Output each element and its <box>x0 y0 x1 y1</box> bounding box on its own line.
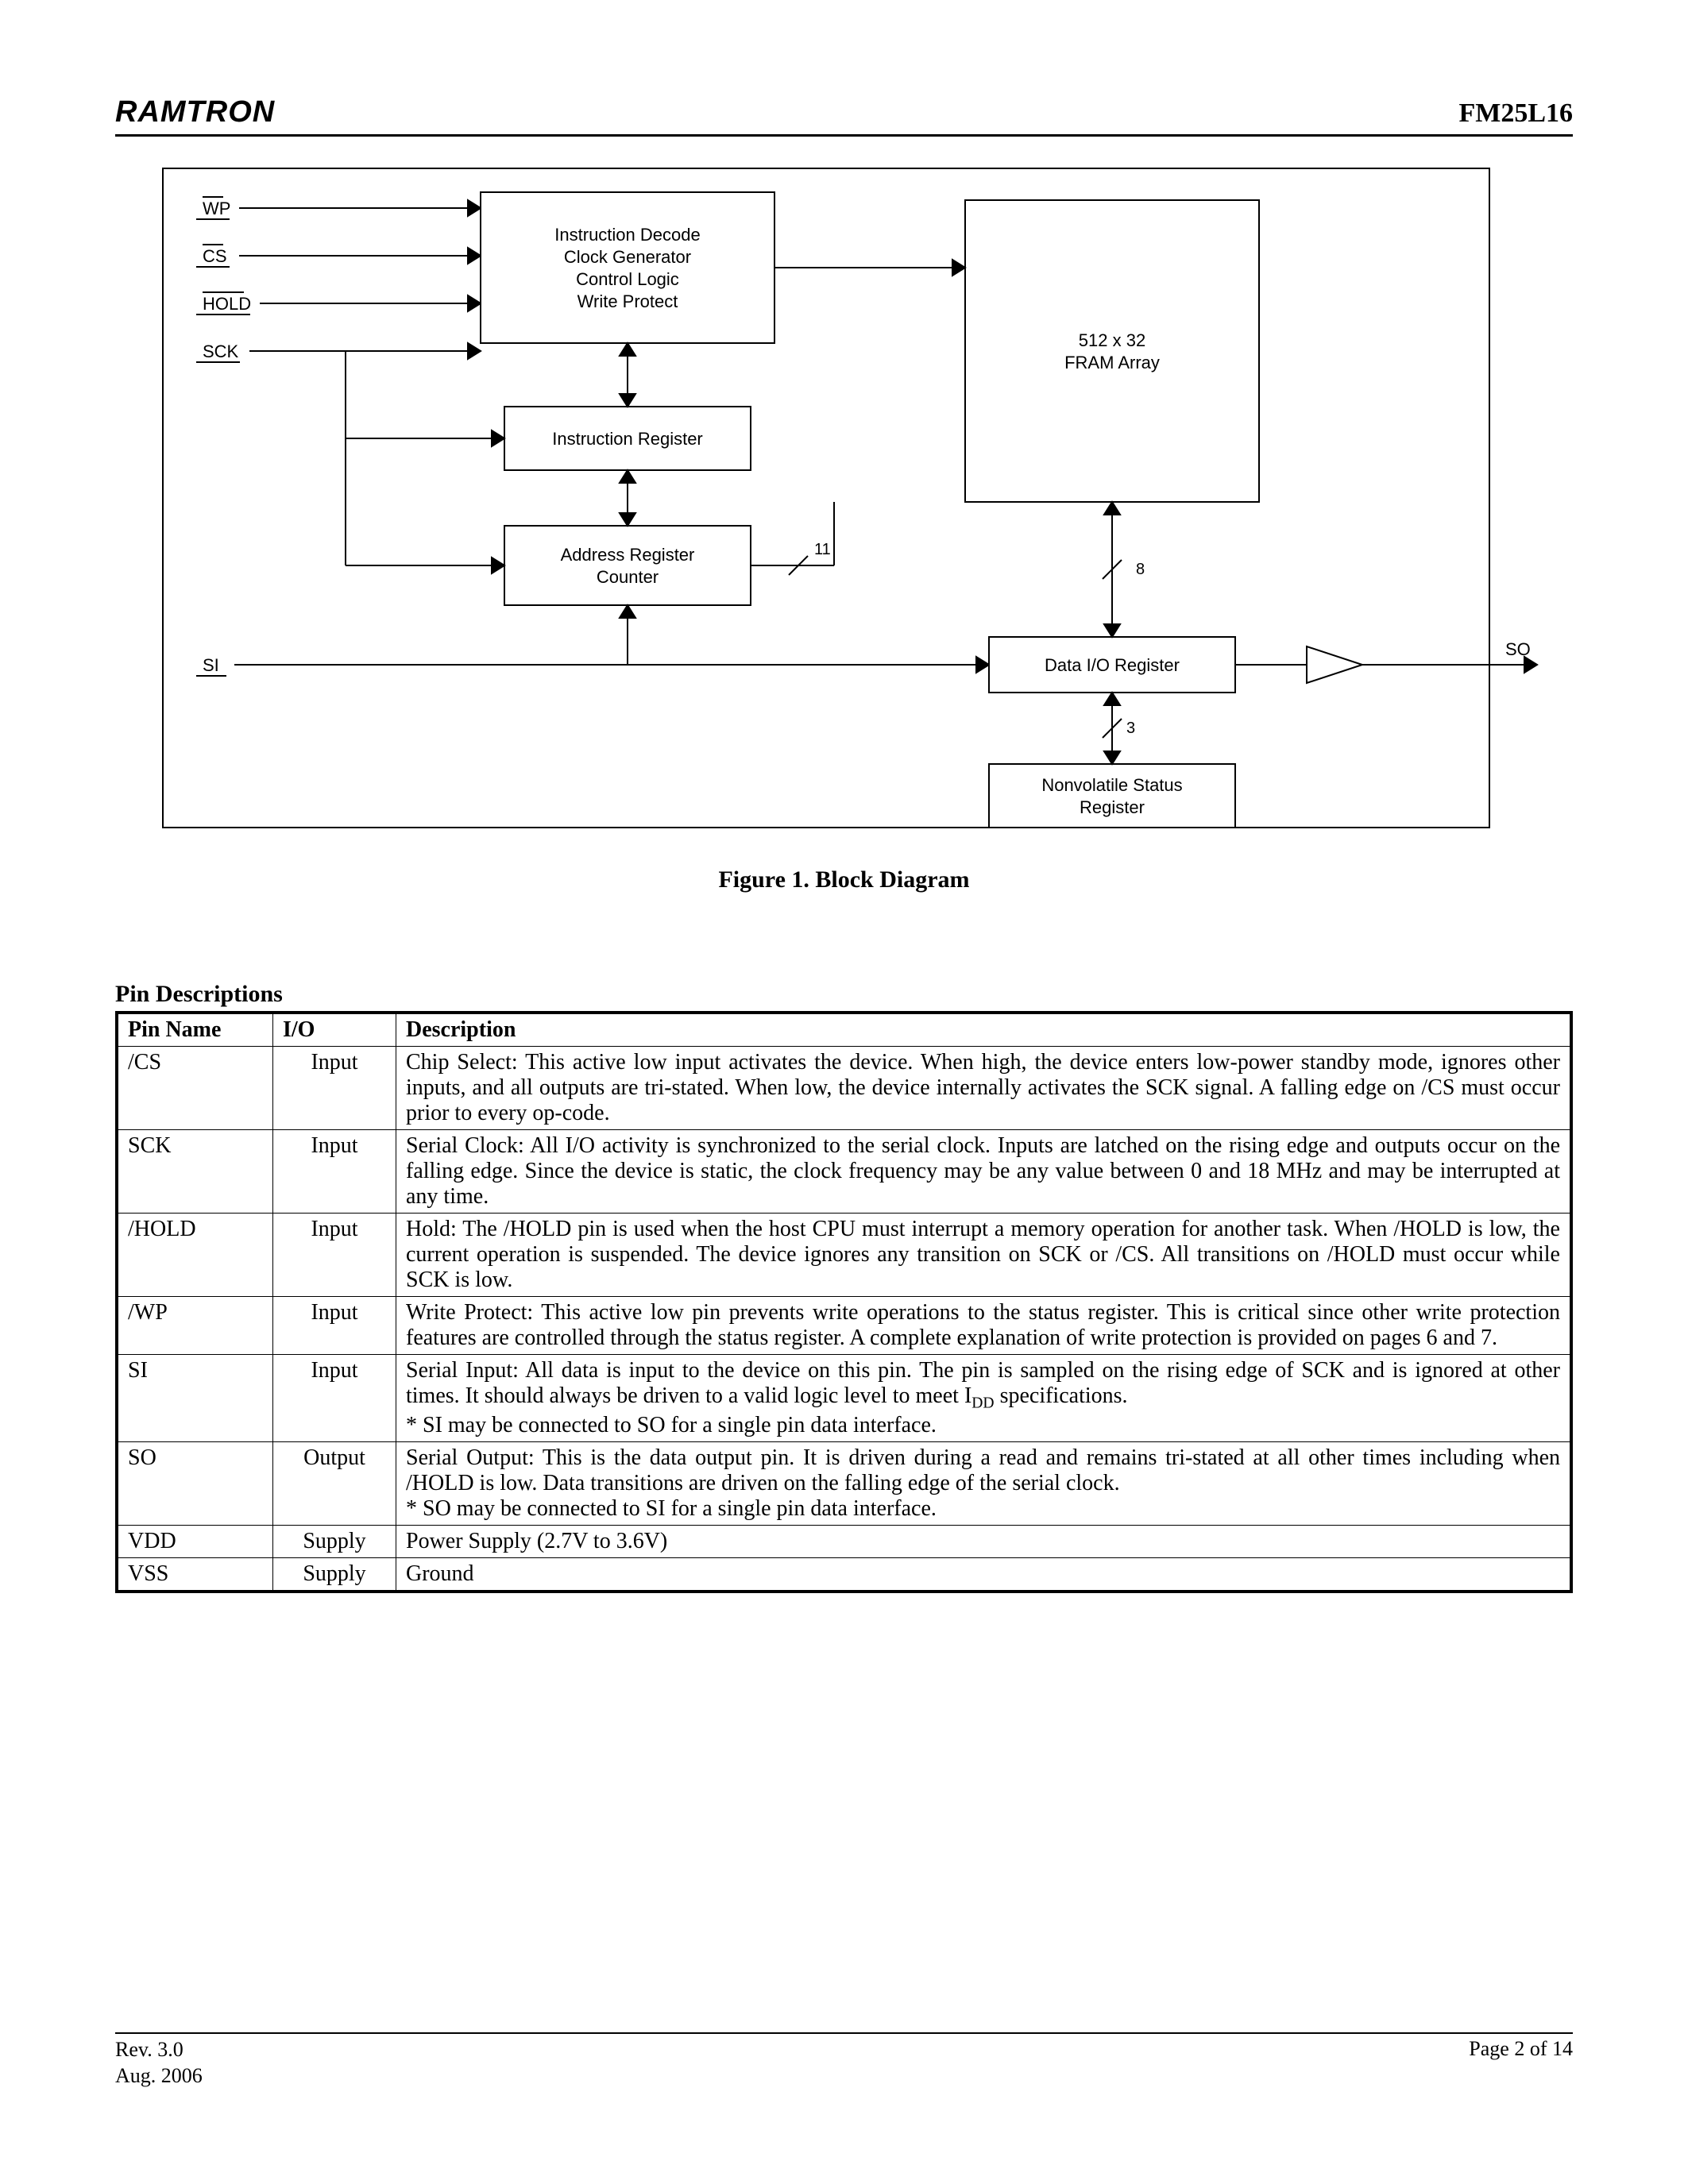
table-row: SOOutputSerial Output: This is the data … <box>117 1441 1571 1525</box>
svg-text:SO: SO <box>1505 639 1531 659</box>
svg-text:Instruction Register: Instruction Register <box>552 429 703 449</box>
svg-text:3: 3 <box>1126 720 1135 737</box>
svg-text:SI: SI <box>203 655 219 675</box>
col-header-io: I/O <box>273 1013 396 1047</box>
table-row: /WPInputWrite Protect: This active low p… <box>117 1297 1571 1355</box>
table-header-row: Pin Name I/O Description <box>117 1013 1571 1047</box>
cell-io: Supply <box>273 1557 396 1592</box>
table-row: SIInputSerial Input: All data is input t… <box>117 1355 1571 1442</box>
pin-descriptions-table: Pin Name I/O Description /CSInputChip Se… <box>115 1011 1573 1593</box>
cell-pin: SCK <box>117 1130 273 1214</box>
cell-io: Input <box>273 1297 396 1355</box>
svg-text:11: 11 <box>814 541 831 558</box>
company-logo: RAMTRON <box>115 95 275 129</box>
cell-desc: Ground <box>396 1557 1572 1592</box>
footer-left: Rev. 3.0 Aug. 2006 <box>115 2037 203 2089</box>
table-row: /HOLDInputHold: The /HOLD pin is used wh… <box>117 1214 1571 1297</box>
cell-io: Input <box>273 1355 396 1442</box>
block-diagram-svg: WP CS HOLD SCK SI Instruction DecodeClock Gen… <box>139 160 1545 843</box>
svg-text:Address Register: Address Register <box>561 545 695 565</box>
cell-pin: SI <box>117 1355 273 1442</box>
svg-text:Register: Register <box>1080 797 1145 817</box>
cell-io: Input <box>273 1214 396 1297</box>
svg-text:Nonvolatile Status: Nonvolatile Status <box>1041 775 1182 795</box>
svg-text:8: 8 <box>1136 561 1145 578</box>
cell-io: Supply <box>273 1525 396 1557</box>
svg-text:WP: WP <box>203 199 230 218</box>
cell-desc: Chip Select: This active low input activ… <box>396 1047 1572 1130</box>
cell-desc: Power Supply (2.7V to 3.6V) <box>396 1525 1572 1557</box>
part-number: FM25L16 <box>1458 98 1573 129</box>
footer-page: Page 2 of 14 <box>1469 2037 1573 2089</box>
cell-pin: VSS <box>117 1557 273 1592</box>
cell-desc: Serial Output: This is the data output p… <box>396 1441 1572 1525</box>
footer-date: Aug. 2006 <box>115 2063 203 2089</box>
svg-text:Counter: Counter <box>597 567 659 587</box>
cell-desc: Serial Input: All data is input to the d… <box>396 1355 1572 1442</box>
svg-text:CS: CS <box>203 246 227 266</box>
svg-text:HOLD: HOLD <box>203 294 251 314</box>
cell-pin: /WP <box>117 1297 273 1355</box>
cell-io: Input <box>273 1130 396 1214</box>
cell-desc: Hold: The /HOLD pin is used when the hos… <box>396 1214 1572 1297</box>
svg-text:Control Logic: Control Logic <box>576 269 679 289</box>
cell-desc: Write Protect: This active low pin preve… <box>396 1297 1572 1355</box>
block-diagram: WP CS HOLD SCK SI Instruction DecodeClock Gen… <box>139 160 1549 893</box>
svg-text:FRAM Array: FRAM Array <box>1064 353 1160 372</box>
cell-io: Output <box>273 1441 396 1525</box>
cell-desc: Serial Clock: All I/O activity is synchr… <box>396 1130 1572 1214</box>
table-row: VSSSupplyGround <box>117 1557 1571 1592</box>
cell-io: Input <box>273 1047 396 1130</box>
svg-text:Data I/O Register: Data I/O Register <box>1045 655 1180 675</box>
cell-pin: /CS <box>117 1047 273 1130</box>
svg-text:Write Protect: Write Protect <box>577 291 678 311</box>
svg-text:SCK: SCK <box>203 341 239 361</box>
col-header-desc: Description <box>396 1013 1572 1047</box>
svg-text:Clock Generator: Clock Generator <box>564 247 691 267</box>
page-header: RAMTRON FM25L16 <box>115 95 1573 137</box>
col-header-pin: Pin Name <box>117 1013 273 1047</box>
table-row: VDDSupplyPower Supply (2.7V to 3.6V) <box>117 1525 1571 1557</box>
footer-rev: Rev. 3.0 <box>115 2037 203 2063</box>
cell-pin: /HOLD <box>117 1214 273 1297</box>
page: RAMTRON FM25L16 WP CS HOLD SCK SI Instruction… <box>0 0 1688 2184</box>
table-row: /CSInputChip Select: This active low inp… <box>117 1047 1571 1130</box>
svg-text:512 x 32: 512 x 32 <box>1079 330 1145 350</box>
page-footer: Rev. 3.0 Aug. 2006 Page 2 of 14 <box>115 2032 1573 2089</box>
figure-caption: Figure 1. Block Diagram <box>139 866 1549 893</box>
table-row: SCKInputSerial Clock: All I/O activity i… <box>117 1130 1571 1214</box>
svg-text:Instruction Decode: Instruction Decode <box>554 225 700 245</box>
cell-pin: SO <box>117 1441 273 1525</box>
pin-descriptions-heading: Pin Descriptions <box>115 981 1573 1008</box>
cell-pin: VDD <box>117 1525 273 1557</box>
